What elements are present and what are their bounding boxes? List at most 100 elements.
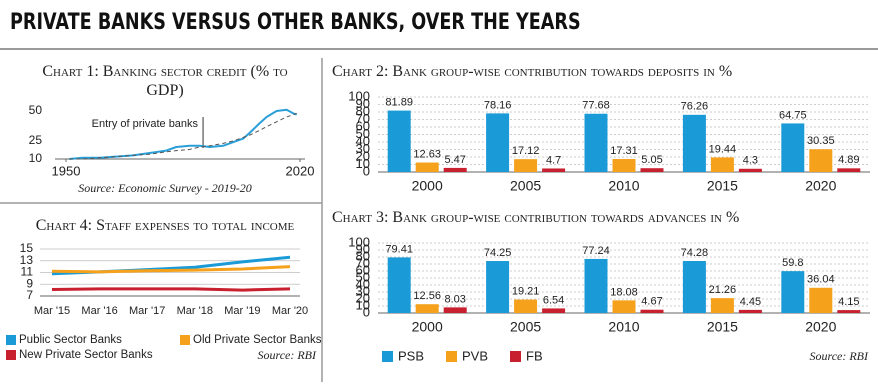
x-tick-label: 2015 [707,319,738,335]
bar [809,287,833,313]
bar [514,299,538,313]
y-tick-label: 10 [29,151,43,165]
bar [415,162,439,172]
y-tick-label: 100 [348,88,370,103]
y-tick-label: 60 [356,262,370,277]
bar [415,304,439,313]
value-label: 77.68 [582,100,610,112]
x-tick-label: 2020 [805,178,836,194]
x-tick-label: 2010 [608,319,639,335]
x-tick-label: 2000 [412,178,443,194]
value-label: 76.26 [681,101,709,113]
legend-swatch [382,351,393,362]
y-tick-label: 15 [20,241,34,255]
value-label: 36.04 [807,274,835,286]
bar [682,261,706,313]
legend-label: PSB [398,348,424,363]
y-tick-label: 70 [356,255,370,270]
annotation-text: Entry of private banks [92,118,199,130]
chart-title: Chart 1: Banking sector credit (% to GDP… [42,63,288,99]
value-label: 59.8 [782,257,803,269]
value-label: 4.7 [546,154,561,166]
x-tick-label: Mar '17 [129,305,165,317]
x-tick-label: Mar '18 [177,305,213,317]
value-label: 4.15 [838,296,859,308]
bar [682,114,706,172]
y-tick-label: 40 [356,276,370,291]
value-label: 74.25 [484,247,512,259]
value-label: 21.26 [709,284,737,296]
chart-title: Chart 2: Bank group-wise contribution to… [332,63,733,80]
bar [640,309,664,313]
value-label: 12.63 [413,148,441,160]
y-tick-label: 25 [29,133,43,147]
bar [486,113,510,172]
bar [710,298,734,313]
y-tick-label: 9 [26,276,33,290]
value-label: 77.24 [582,245,610,257]
y-tick-label: 20 [356,148,370,163]
bar [387,257,411,313]
legend-swatch [6,350,16,360]
y-tick-label: 10 [356,297,370,312]
value-label: 5.05 [641,154,662,166]
bar [781,123,805,172]
value-label: 81.89 [385,96,413,108]
value-label: 74.28 [681,247,709,259]
value-label: 78.16 [484,99,512,111]
bar [612,159,636,172]
x-tick-label: 1950 [52,163,81,178]
y-tick-label: 70 [356,111,370,126]
bar [584,258,608,313]
source-note: Source: RBI [257,348,317,362]
value-label: 17.12 [512,145,540,157]
y-tick-label: 0 [363,304,370,319]
chart-title: Chart 3: Bank group-wise contribution to… [332,209,740,226]
legend-label: New Private Sector Banks [19,349,153,361]
page-title: PRIVATE BANKS VERSUS OTHER BANKS, OVER T… [10,10,581,35]
value-label: 19.21 [512,285,540,297]
value-label: 4.3 [743,155,758,167]
value-label: 17.31 [610,145,638,157]
line-series [51,265,291,274]
legend-swatch [6,335,16,345]
bar [443,167,467,172]
y-tick-label: 80 [356,103,370,118]
bar [837,168,861,172]
x-tick-label: 2020 [286,163,315,178]
value-label: 4.89 [838,154,859,166]
bar [640,168,664,172]
value-label: 64.75 [779,109,807,121]
legend-label: Public Sector Banks [19,334,122,346]
line-series [69,112,297,160]
y-tick-label: 20 [356,290,370,305]
x-tick-label: Mar '20 [272,305,308,317]
bar [710,157,734,172]
legend-label: FB [526,348,543,363]
y-tick-label: 90 [356,96,370,111]
value-label: 30.35 [807,135,835,147]
value-label: 6.54 [543,294,564,306]
x-tick-label: Mar '19 [224,305,260,317]
x-tick-label: 2005 [510,319,541,335]
legend-swatch [180,335,190,345]
y-tick-label: 90 [356,241,370,256]
bar [809,149,833,172]
x-tick-label: 2020 [805,319,836,335]
bar [387,110,411,172]
source-note: Source: RBI [809,349,869,363]
legend-swatch [446,351,457,362]
legend-swatch [510,351,521,362]
y-tick-label: 13 [20,253,34,267]
bar [738,309,762,313]
x-tick-label: 2015 [707,178,738,194]
value-label: 5.47 [444,154,465,166]
x-tick-label: 2010 [608,178,639,194]
value-label: 18.08 [610,286,638,298]
value-label: 4.45 [740,296,761,308]
bar [781,271,805,313]
bar [514,159,538,172]
value-label: 4.67 [641,296,662,308]
